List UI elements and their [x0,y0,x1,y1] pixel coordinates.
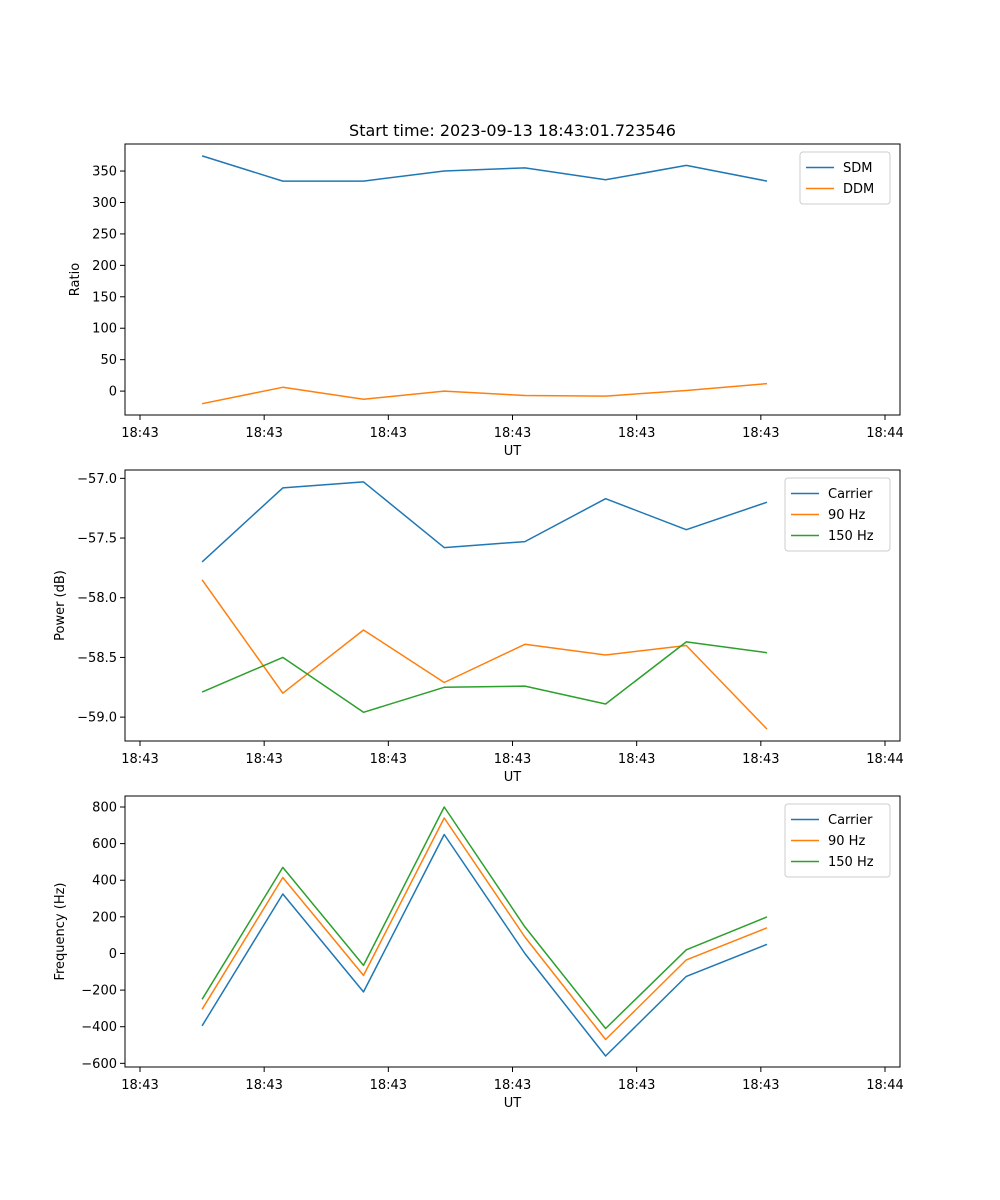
legend-box [784,803,891,878]
x-tick-label: 18:43 [742,426,779,441]
y-tick-label: −58.5 [77,651,117,666]
legend-label: 90 Hz [828,834,865,849]
y-tick-label: −57.0 [77,472,117,487]
x-tick-label: 18:44 [866,426,903,441]
y-tick-label: 0 [109,947,117,962]
legend-label: 150 Hz [828,855,874,870]
y-tick-label: −200 [81,984,117,999]
x-tick-label: 18:44 [866,752,903,767]
y-tick-label: −57.5 [77,532,117,547]
legend-label: DDM [843,182,874,197]
x-tick-label: 18:43 [494,426,531,441]
series-line-90-hz [201,817,768,1041]
x-tick-label: 18:43 [618,752,655,767]
y-tick-label: −58.0 [77,591,117,606]
series-line-90-hz [201,579,768,730]
legend-label: Carrier [828,813,873,828]
x-axis-label: UT [504,444,522,459]
chart-title: Start time: 2023-09-13 18:43:01.723546 [349,121,676,140]
y-tick-label: 600 [92,837,117,852]
x-axis-label: UT [504,1096,522,1111]
plots: 0 50 100 150 200 250 300 350 18:43 18:43 18:43 18:4… [53,121,904,1111]
legend-label: Carrier [828,487,873,502]
y-tick-label: 200 [92,910,117,925]
legend-box [799,151,891,205]
y-axis-label: Ratio [68,263,83,296]
x-tick-label: 18:43 [121,426,158,441]
x-tick-label: 18:43 [742,752,779,767]
y-tick-label: −59.0 [77,711,117,726]
subplot-3: −600 −400 −200 0 200 400 600 800 18:43 18:43 18:43… [53,795,904,1111]
y-tick-label: 50 [100,353,117,368]
x-tick-label: 18:43 [618,1078,655,1093]
y-tick-label: 300 [92,196,117,211]
series-line-150-hz [201,806,768,1030]
legend: Carrier 90 Hz 150 Hz [784,803,891,878]
x-tick-label: 18:43 [245,1078,282,1093]
y-axis-label: Frequency (Hz) [53,882,68,980]
series-line-ddm [201,382,768,405]
x-tick-label: 18:43 [245,752,282,767]
x-tick-label: 18:43 [121,752,158,767]
x-tick-label: 18:43 [618,426,655,441]
legend: SDM DDM [799,151,891,205]
x-tick-label: 18:43 [370,426,407,441]
x-tick-label: 18:43 [370,752,407,767]
y-axis-label: Power (dB) [53,570,68,641]
legend: Carrier 90 Hz 150 Hz [784,477,891,552]
x-axis-label: UT [504,770,522,785]
x-tick-label: 18:43 [494,752,531,767]
x-tick-label: 18:44 [866,1078,903,1093]
x-tick-label: 18:43 [494,1078,531,1093]
legend-label: 90 Hz [828,508,865,523]
x-tick-label: 18:43 [121,1078,158,1093]
series-line-sdm [201,155,768,182]
y-tick-label: 800 [92,800,117,815]
legend-label: 150 Hz [828,529,874,544]
y-tick-label: 400 [92,874,117,889]
subplot-2: −59.0 −58.5 −58.0 −57.5 −57.0 18:43 18:43 18:43… [53,469,904,785]
y-tick-label: 100 [92,322,117,337]
y-tick-label: 0 [109,385,117,400]
subplot-1: 0 50 100 150 200 250 300 350 18:43 18:43 18:43 18:4… [68,121,904,459]
x-tick-label: 18:43 [370,1078,407,1093]
x-tick-label: 18:43 [742,1078,779,1093]
y-tick-label: −600 [81,1057,117,1072]
y-tick-label: 250 [92,227,117,242]
legend-box [784,477,891,552]
series-line-carrier [201,481,768,563]
y-tick-label: 200 [92,259,117,274]
y-tick-label: −400 [81,1020,117,1035]
y-tick-label: 350 [92,165,117,180]
series-line-carrier [201,833,768,1057]
series-line-150-hz [201,641,768,714]
legend-label: SDM [843,161,872,176]
y-tick-label: 150 [92,290,117,305]
x-tick-label: 18:43 [245,426,282,441]
